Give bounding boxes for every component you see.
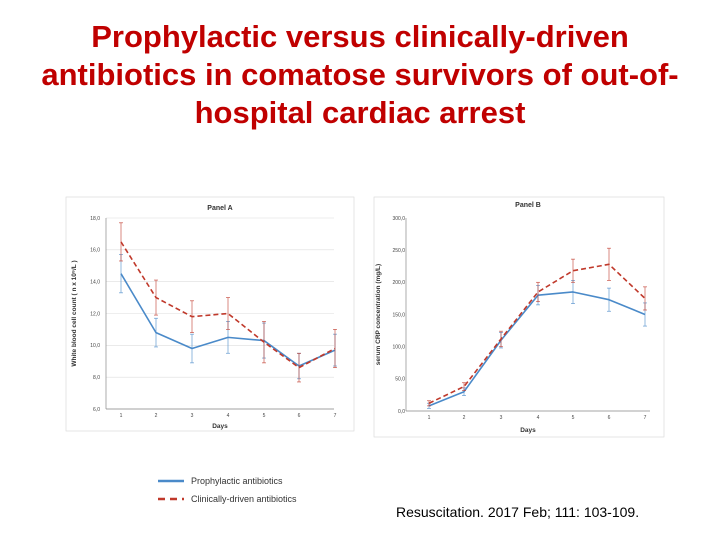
- y-tick-label: 18,0: [90, 216, 100, 222]
- x-axis-label: Days: [520, 427, 536, 434]
- x-tick-label: 3: [191, 413, 194, 419]
- y-tick-label: 6,0: [93, 407, 100, 413]
- y-tick-label: 10,0: [90, 343, 100, 349]
- y-tick-label: 0,0: [398, 409, 405, 415]
- x-tick-label: 2: [463, 415, 466, 421]
- y-tick-label: 250,0: [392, 248, 405, 254]
- y-tick-label: 300,0: [392, 216, 405, 222]
- legend-label: Clinically-driven antibiotics: [191, 494, 297, 504]
- x-tick-label: 6: [608, 415, 611, 421]
- x-tick-label: 1: [428, 415, 431, 421]
- legend: Prophylactic antibiotics Clinically-drive…: [158, 476, 297, 504]
- x-tick-label: 5: [572, 415, 575, 421]
- x-axis-label: Days: [212, 423, 228, 430]
- panel-frame: [373, 196, 665, 438]
- y-tick-label: 12,0: [90, 311, 100, 317]
- slide-title: Prophylactic versus clinically-driven an…: [41, 19, 679, 130]
- y-tick-label: 100,0: [392, 344, 405, 350]
- panel-frame: [65, 196, 355, 432]
- x-tick-label: 4: [537, 415, 540, 421]
- series-line: [428, 263, 646, 405]
- citation: Resuscitation. 2017 Feb; 111: 103-109.: [396, 504, 640, 520]
- y-tick-label: 150,0: [392, 312, 405, 318]
- y-tick-label: 200,0: [392, 280, 405, 286]
- chart-panel-1: 6,0 8,0 10,0 12,0 14,0 16,0 18,0 1 2 3 4 5 6 7 Panel A…: [65, 196, 355, 432]
- x-tick-label: 7: [334, 413, 337, 419]
- legend-label: Prophylactic antibiotics: [191, 476, 283, 486]
- series-line: [120, 241, 336, 369]
- chart-panel-2: 0,0 50,0 100,0 150,0 200,0 250,0 300,0 1 2 3 4 5 6 7 P…: [373, 196, 665, 438]
- y-tick-label: 50,0: [395, 377, 405, 383]
- panel-title: Panel A: [207, 205, 232, 212]
- x-tick-label: 3: [500, 415, 503, 421]
- y-axis-label: serum CRP concentration (mg/L): [375, 264, 382, 365]
- y-axis-label: White blood cell count ( n x 10⁹/L ): [71, 260, 78, 366]
- x-tick-label: 2: [155, 413, 158, 419]
- y-tick-label: 14,0: [90, 279, 100, 285]
- x-tick-label: 1: [120, 413, 123, 419]
- panel-title: Panel B: [515, 202, 541, 209]
- y-tick-label: 8,0: [93, 375, 100, 381]
- x-tick-label: 5: [263, 413, 266, 419]
- y-tick-label: 16,0: [90, 248, 100, 254]
- x-tick-label: 6: [298, 413, 301, 419]
- x-tick-label: 4: [227, 413, 230, 419]
- x-tick-label: 7: [644, 415, 647, 421]
